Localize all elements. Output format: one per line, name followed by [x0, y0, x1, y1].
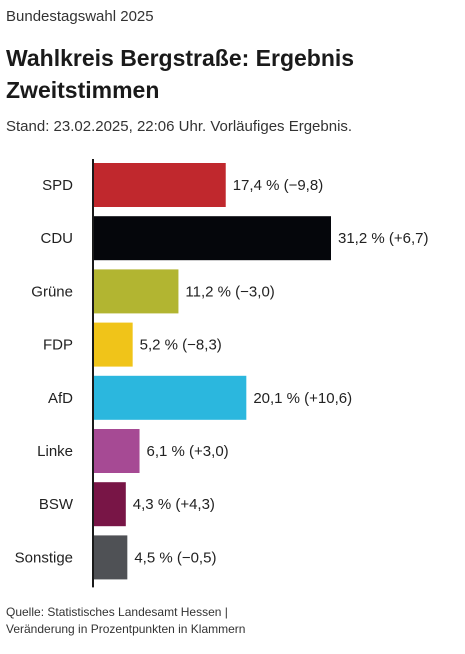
category-label: Sonstige — [15, 549, 73, 566]
category-label: Linke — [37, 443, 73, 460]
chart-title: Wahlkreis Bergstraße: Ergebnis Zweitstim… — [6, 45, 355, 103]
category-label: FDP — [43, 337, 73, 354]
change-note: Veränderung in Prozentpunkten in Klammer… — [6, 622, 246, 636]
value-label: 11,2 % (−3,0) — [185, 283, 274, 300]
footer: Quelle: Statistisches Landesamt Hessen |… — [6, 604, 245, 638]
category-label: SPD — [42, 177, 73, 194]
value-label: 20,1 % (+10,6) — [253, 390, 352, 407]
bar-sonstige — [93, 535, 128, 580]
bar-chart: SPD 17,4 % (−9,8) CDU 31,2 % (+6,7) Grüne 11,… — [15, 159, 428, 588]
bar-bsw — [93, 482, 126, 527]
category-label: Grüne — [31, 283, 73, 300]
value-label: 31,2 % (+6,7) — [338, 230, 428, 247]
value-label: 4,3 % (+4,3) — [133, 496, 215, 513]
source-note: Quelle: Statistisches Landesamt Hessen | — [6, 605, 228, 619]
bar-spd — [93, 163, 226, 207]
bar-fdp — [93, 322, 133, 367]
category-label: AfD — [48, 390, 73, 407]
bar-cdu — [93, 216, 331, 261]
value-label: 17,4 % (−9,8) — [233, 177, 323, 194]
category-label: CDU — [41, 230, 74, 247]
value-label: 5,2 % (−8,3) — [140, 337, 222, 354]
bar-grüne — [93, 269, 179, 314]
chart-subtitle: Stand: 23.02.2025, 22:06 Uhr. Vorläufige… — [6, 118, 353, 135]
bar-linke — [93, 429, 140, 473]
value-label: 4,5 % (−0,5) — [134, 549, 216, 566]
value-label: 6,1 % (+3,0) — [147, 443, 229, 460]
bar-afd — [93, 375, 247, 420]
category-label: BSW — [39, 496, 74, 513]
kicker: Bundestagswahl 2025 — [6, 8, 154, 25]
